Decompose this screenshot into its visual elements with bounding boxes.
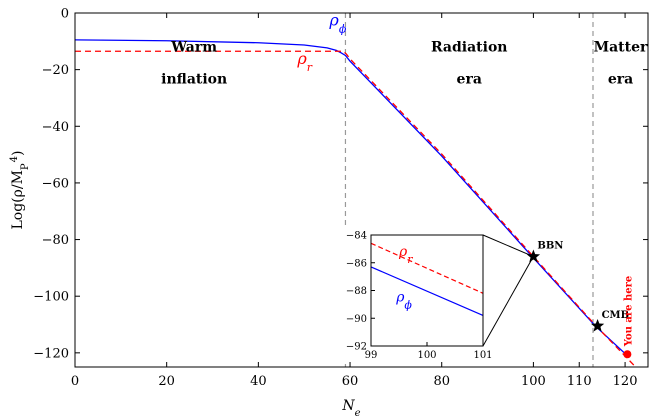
series-label-rho-phi: ρϕ bbox=[328, 11, 346, 36]
series-line-rho-r bbox=[75, 50, 635, 367]
era-label-line1-2: Matter bbox=[594, 39, 648, 55]
y-tick-label: −80 bbox=[42, 233, 69, 248]
plot-frame bbox=[74, 12, 649, 368]
x-tick-label: 120 bbox=[613, 374, 638, 389]
era-label-line2-0: inflation bbox=[161, 71, 227, 87]
inset-y-tick-label: −90 bbox=[346, 314, 367, 325]
x-tick-label: 100 bbox=[521, 374, 546, 389]
marker-cmb-star bbox=[590, 318, 605, 332]
inset-y-tick-label: −84 bbox=[346, 231, 367, 242]
y-tick-label: −60 bbox=[42, 176, 69, 191]
x-tick-label: 60 bbox=[342, 374, 359, 389]
y-tick-label: 0 bbox=[61, 7, 69, 22]
y-tick-label: −100 bbox=[33, 290, 69, 305]
series-label-rho-r: ρr bbox=[296, 49, 312, 73]
inset-y-tick-label: −92 bbox=[346, 342, 367, 353]
inset-connector-bottom bbox=[482, 256, 534, 347]
inset-y-tick-label: −88 bbox=[346, 286, 367, 297]
x-tick-label: 110 bbox=[567, 374, 592, 389]
x-tick-label: 80 bbox=[433, 374, 450, 389]
main-plot: 0 20 40 60 80 100 110 120 0 −20 −40 −60 −80 −100 −120 N… bbox=[9, 7, 649, 418]
y-tick-label: −120 bbox=[33, 346, 69, 361]
era-label-line2-2: era bbox=[608, 71, 633, 87]
marker-label-cmb: CMB bbox=[602, 310, 629, 321]
marker-bbn-star bbox=[526, 249, 541, 263]
inset-series-line-1 bbox=[370, 242, 484, 294]
era-label-line1-1: Radiation bbox=[431, 39, 508, 55]
inset-connector-top bbox=[482, 234, 534, 258]
inset-series-line-0 bbox=[370, 266, 484, 317]
inset-y-tick-label: −86 bbox=[346, 258, 367, 269]
x-tick-label: 40 bbox=[250, 374, 267, 389]
x-tick-label: 0 bbox=[71, 374, 79, 389]
marker-label-bbn: BBN bbox=[537, 241, 563, 252]
y-tick-label: −40 bbox=[42, 120, 69, 135]
marker-you-are-here-dot bbox=[623, 350, 632, 359]
inset-x-tick-label: 100 bbox=[417, 350, 436, 361]
inset-background bbox=[337, 229, 491, 362]
inset-series-label-1: ρϕ bbox=[395, 290, 412, 312]
era-label-line1-0: Warm bbox=[170, 39, 217, 55]
x-tick-label: 20 bbox=[158, 374, 175, 389]
y-tick-label: −20 bbox=[42, 63, 69, 78]
x-axis-title: Ne bbox=[341, 398, 360, 418]
inset-plot: 99 100 101 −84 −86 −88 −90 −92 ρr ρϕ bbox=[337, 229, 534, 362]
y-axis-title: Log(ρ/MP4) bbox=[9, 150, 31, 229]
era-label-line2-1: era bbox=[457, 71, 482, 87]
marker-label-you-are-here: You are here bbox=[623, 276, 634, 348]
inset-x-tick-label: 99 bbox=[365, 350, 378, 361]
inset-x-tick-label: 101 bbox=[473, 350, 492, 361]
inset-series-label-0: ρr bbox=[398, 244, 413, 266]
